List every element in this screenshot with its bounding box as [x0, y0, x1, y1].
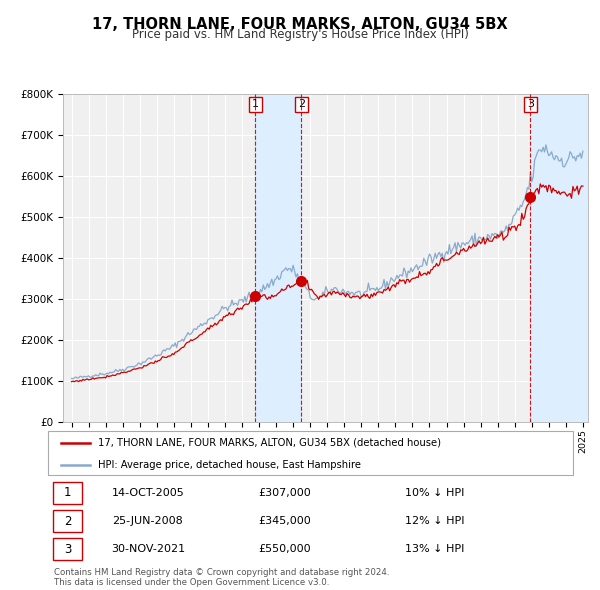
Text: Price paid vs. HM Land Registry's House Price Index (HPI): Price paid vs. HM Land Registry's House … — [131, 28, 469, 41]
Text: 1: 1 — [64, 486, 71, 499]
Bar — [530, 94, 588, 422]
FancyBboxPatch shape — [48, 431, 573, 475]
Text: 12% ↓ HPI: 12% ↓ HPI — [405, 516, 464, 526]
Text: 14-OCT-2005: 14-OCT-2005 — [112, 488, 184, 498]
Text: £550,000: £550,000 — [258, 545, 311, 555]
Text: 3: 3 — [64, 543, 71, 556]
Text: HPI: Average price, detached house, East Hampshire: HPI: Average price, detached house, East… — [98, 460, 361, 470]
Text: 2: 2 — [298, 99, 305, 109]
FancyBboxPatch shape — [53, 538, 82, 560]
FancyBboxPatch shape — [53, 481, 82, 504]
Text: 13% ↓ HPI: 13% ↓ HPI — [405, 545, 464, 555]
FancyBboxPatch shape — [53, 510, 82, 532]
Text: 10% ↓ HPI: 10% ↓ HPI — [405, 488, 464, 498]
Text: 1: 1 — [252, 99, 259, 109]
Text: 17, THORN LANE, FOUR MARKS, ALTON, GU34 5BX: 17, THORN LANE, FOUR MARKS, ALTON, GU34 … — [92, 17, 508, 31]
Bar — [256, 94, 301, 422]
Text: 30-NOV-2021: 30-NOV-2021 — [110, 545, 185, 555]
Text: Contains HM Land Registry data © Crown copyright and database right 2024.
This d: Contains HM Land Registry data © Crown c… — [54, 568, 389, 587]
Text: 2: 2 — [64, 514, 71, 527]
Text: £307,000: £307,000 — [258, 488, 311, 498]
Text: 17, THORN LANE, FOUR MARKS, ALTON, GU34 5BX (detached house): 17, THORN LANE, FOUR MARKS, ALTON, GU34 … — [98, 438, 441, 448]
Text: £345,000: £345,000 — [258, 516, 311, 526]
Text: 25-JUN-2008: 25-JUN-2008 — [112, 516, 183, 526]
Text: 3: 3 — [527, 99, 534, 109]
